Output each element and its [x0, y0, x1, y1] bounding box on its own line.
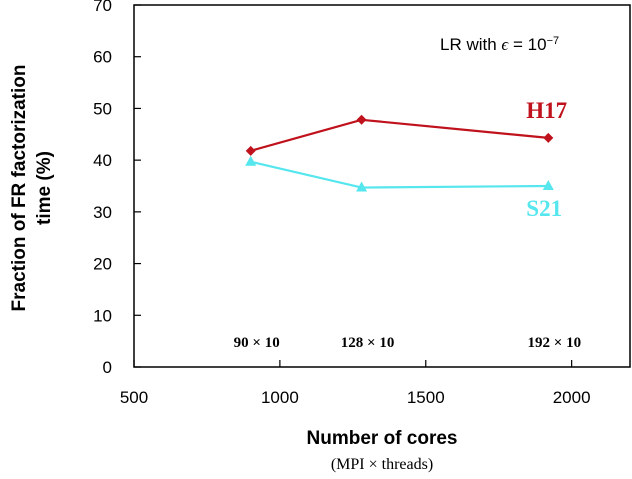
data-point-s21 — [356, 181, 368, 192]
x-axis-label: Number of cores — [307, 428, 458, 449]
x-tick-label: 1000 — [261, 388, 299, 407]
x-tick-label: 500 — [120, 388, 148, 407]
y-tick-label: 10 — [93, 306, 112, 325]
config-annotation: 90 × 10 — [234, 335, 280, 351]
data-point-h17 — [356, 114, 367, 125]
y-tick-label: 40 — [93, 151, 112, 170]
series-line-s21 — [250, 160, 549, 189]
series-label-h17: H17 — [526, 98, 567, 123]
x-axis: 500 1000 1500 2000 — [120, 360, 591, 407]
config-annotation: 128 × 10 — [341, 335, 395, 351]
plot-area-frame — [133, 4, 631, 368]
x-tick-label: 1500 — [407, 388, 445, 407]
series-group: H17 S21 — [245, 98, 567, 221]
data-point-s21 — [245, 155, 257, 166]
data-point-h17 — [245, 145, 256, 156]
y-tick-label: 20 — [93, 255, 112, 274]
series-line-h17 — [250, 118, 549, 152]
data-point-s21 — [542, 180, 554, 190]
y-axis: 0 10 20 30 40 50 60 70 — [93, 0, 141, 377]
note-annotation: LR with ϵ = 10−7 — [440, 35, 559, 54]
point-annotations: 90 × 10 128 × 10 192 × 10 — [234, 335, 581, 351]
config-annotation: 192 × 10 — [528, 335, 582, 351]
data-point-h17 — [543, 132, 554, 143]
y-axis-label-line2: time (%) — [34, 151, 55, 225]
y-tick-label: 70 — [93, 0, 112, 15]
x-axis-sublabel: (MPI × threads) — [331, 456, 433, 473]
y-axis-label-line1: Fraction of FR factorization — [9, 65, 30, 312]
series-label-s21: S21 — [526, 196, 562, 221]
y-tick-label: 30 — [93, 203, 112, 222]
y-tick-label: 60 — [93, 48, 112, 67]
x-tick-label: 2000 — [553, 388, 591, 407]
y-tick-label: 50 — [93, 99, 112, 118]
y-tick-label: 0 — [103, 358, 112, 377]
